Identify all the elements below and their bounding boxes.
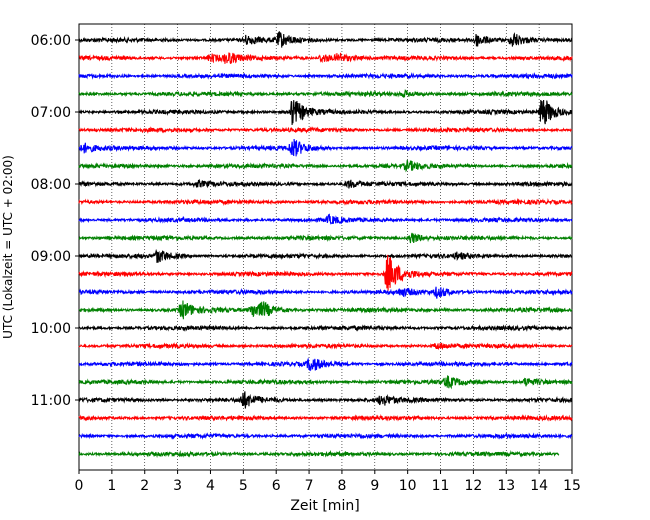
y-axis-label: UTC (Lokalzeit = UTC + 02:00) bbox=[1, 155, 15, 339]
x-tick-label: 13 bbox=[497, 478, 515, 494]
x-tick-label: 6 bbox=[272, 478, 281, 494]
trace-line-1045 bbox=[78, 375, 573, 390]
trace-line-0845 bbox=[78, 232, 573, 244]
x-axis-label: Zeit [min] bbox=[290, 498, 359, 514]
x-tick-label: 5 bbox=[239, 478, 248, 494]
trace-line-0830 bbox=[78, 213, 573, 225]
x-tick-label: 4 bbox=[206, 478, 215, 494]
x-tick-label: 15 bbox=[563, 478, 581, 494]
trace-line-0945 bbox=[78, 300, 573, 320]
x-tick-label: 0 bbox=[75, 478, 84, 494]
grid bbox=[111, 24, 540, 470]
x-tick-label: 8 bbox=[337, 478, 346, 494]
trace-line-0730 bbox=[78, 139, 573, 157]
plot-frame bbox=[78, 23, 573, 471]
trace-line-1130 bbox=[78, 432, 573, 440]
trace-line-0900 bbox=[78, 248, 573, 263]
trace-line-0745 bbox=[78, 159, 573, 173]
trace-line-1145 bbox=[78, 449, 560, 459]
y-axis-ticks: 06:00 07:00 08:00 09:00 10:00 11:00 bbox=[31, 33, 79, 409]
trace-line-1030 bbox=[78, 357, 573, 372]
trace-line-1115 bbox=[78, 413, 573, 422]
trace-line-1015 bbox=[78, 341, 573, 351]
trace-line-0630 bbox=[78, 72, 573, 80]
trace-line-0930 bbox=[78, 286, 573, 299]
y-tick-label: 08:00 bbox=[31, 177, 71, 193]
y-tick-label: 07:00 bbox=[31, 105, 71, 121]
trace-line-0615 bbox=[78, 52, 573, 64]
trace-line-1100 bbox=[78, 391, 573, 409]
trace-line-0715 bbox=[78, 126, 573, 134]
x-tick-label: 14 bbox=[530, 478, 548, 494]
y-tick-label: 10:00 bbox=[31, 321, 71, 337]
trace-line-1000 bbox=[78, 324, 573, 332]
x-axis-ticks: 0 1 2 3 4 5 6 7 8 9 10 11 12 13 14 15 bbox=[75, 470, 581, 494]
y-tick-label: 09:00 bbox=[31, 249, 71, 265]
x-tick-label: 12 bbox=[464, 478, 482, 494]
x-tick-label: 2 bbox=[140, 478, 149, 494]
trace-line-0700 bbox=[78, 99, 573, 125]
x-tick-label: 10 bbox=[399, 478, 417, 494]
trace-line-0800 bbox=[78, 178, 573, 189]
x-tick-label: 1 bbox=[107, 478, 116, 494]
trace-line-0600 bbox=[78, 31, 573, 48]
x-tick-label: 7 bbox=[305, 478, 314, 494]
traces bbox=[78, 31, 573, 459]
x-tick-label: 11 bbox=[432, 478, 450, 494]
y-tick-label: 06:00 bbox=[31, 33, 71, 49]
trace-line-0645 bbox=[78, 89, 573, 99]
y-tick-label: 11:00 bbox=[31, 393, 71, 409]
x-tick-label: 3 bbox=[173, 478, 182, 494]
trace-line-0915 bbox=[78, 254, 573, 291]
trace-line-0815 bbox=[78, 197, 573, 207]
x-tick-label: 9 bbox=[370, 478, 379, 494]
